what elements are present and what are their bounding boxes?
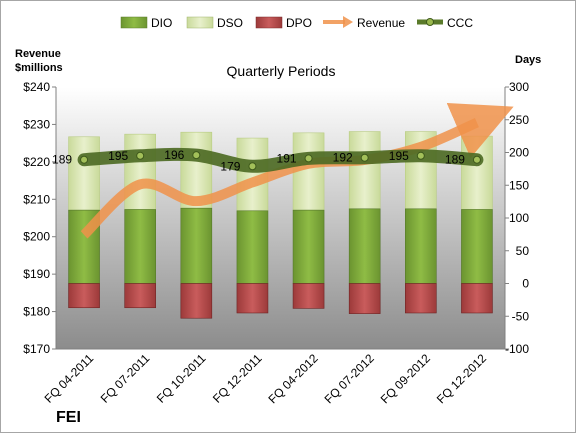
bar-dio xyxy=(236,210,269,284)
revenue-line xyxy=(80,102,514,239)
x-tick-label: FQ 04-2012 xyxy=(265,351,320,406)
bar-dpo xyxy=(180,283,213,319)
ccc-series: 189 195 196 179 191 192 195 189 xyxy=(52,147,484,173)
ccc-point xyxy=(136,151,145,160)
x-tick-label: FQ 04-2011 xyxy=(42,351,97,406)
right-tick-label: 100 xyxy=(509,211,529,225)
left-tick-label: $170 xyxy=(23,342,50,356)
ccc-data-label: 179 xyxy=(220,159,240,173)
right-tick-label: -100 xyxy=(505,342,529,356)
bar-dio xyxy=(405,208,437,284)
revenue-series xyxy=(80,102,514,239)
left-tick-label: $220 xyxy=(23,155,50,169)
x-tick-label: FQ 12-2011 xyxy=(210,351,265,406)
bar-dpo xyxy=(124,283,156,309)
x-tick-label: FQ 09-2012 xyxy=(378,351,433,406)
bar-dso xyxy=(348,131,381,210)
bars-group xyxy=(68,131,493,319)
ccc-data-label: 195 xyxy=(389,149,409,163)
left-tick-label: $190 xyxy=(23,267,50,281)
bar-dio xyxy=(180,207,213,284)
legend-label-dso: DSO xyxy=(217,16,243,30)
bar-dio xyxy=(348,208,381,284)
ccc-data-label: 189 xyxy=(445,153,465,167)
bar-dpo xyxy=(461,283,493,314)
ccc-point xyxy=(360,153,369,162)
bar-dpo xyxy=(292,283,325,309)
legend-swatch-dpo xyxy=(255,16,283,29)
legend-marker-ccc xyxy=(426,18,434,26)
x-axis-labels: FQ 04-2011 FQ 07-2011 FQ 10-2011 FQ 12-2011… xyxy=(42,351,490,406)
y-left-title-line2: $millions xyxy=(15,62,63,74)
right-tick-label: 200 xyxy=(509,146,529,160)
ccc-point xyxy=(304,154,313,163)
legend: DIO DSO DPO Revenue CCC xyxy=(120,16,473,30)
ccc-point xyxy=(192,151,201,160)
legend-label-ccc: CCC xyxy=(447,16,473,30)
legend-arrow-revenue xyxy=(343,16,353,28)
left-axis-ticks: $170 $180 $190 $200 $210 $220 $230 $240 xyxy=(23,80,57,356)
bar-dso xyxy=(461,135,493,210)
legend-swatch-dso xyxy=(186,16,214,29)
y-right-title: Days xyxy=(515,54,541,66)
right-axis-ticks: -100 -50 0 50 100 150 200 250 300 xyxy=(56,80,529,356)
bar-dpo xyxy=(405,283,437,314)
plot-area xyxy=(56,87,505,349)
right-tick-label: 150 xyxy=(509,178,529,192)
company-name: FEI xyxy=(56,409,81,426)
left-tick-label: $210 xyxy=(23,192,50,206)
bar-dso xyxy=(68,136,100,211)
x-tick-label: FQ 07-2012 xyxy=(322,351,377,406)
bar-dio xyxy=(124,209,156,284)
bar-dpo xyxy=(236,283,269,314)
ccc-data-label: 196 xyxy=(164,148,184,162)
bar-dpo xyxy=(348,283,381,314)
y-left-title-line1: Revenue xyxy=(15,48,61,60)
x-tick-label: FQ 10-2011 xyxy=(154,351,209,406)
ccc-point xyxy=(80,155,89,164)
right-tick-label: -50 xyxy=(512,309,530,323)
left-tick-label: $200 xyxy=(23,230,50,244)
bar-dso xyxy=(124,133,156,210)
ccc-point xyxy=(248,162,257,171)
ccc-data-label: 195 xyxy=(108,149,128,163)
right-tick-label: 0 xyxy=(522,277,529,291)
ccc-data-label: 189 xyxy=(52,153,72,167)
right-tick-label: 250 xyxy=(509,113,529,127)
left-tick-label: $240 xyxy=(23,80,50,94)
left-tick-label: $230 xyxy=(23,117,50,131)
x-tick-label: FQ 12-2012 xyxy=(434,351,489,406)
right-tick-label: 300 xyxy=(509,80,529,94)
chart-title: Quarterly Periods xyxy=(227,63,336,79)
legend-label-dpo: DPO xyxy=(286,16,312,30)
right-tick-label: 50 xyxy=(516,244,530,258)
x-tick-label: FQ 07-2011 xyxy=(98,351,153,406)
bar-dpo xyxy=(68,283,100,309)
ccc-point xyxy=(472,155,481,164)
ccc-line xyxy=(77,147,484,173)
legend-label-dio: DIO xyxy=(151,16,172,30)
ccc-data-label: 191 xyxy=(277,151,297,165)
bar-dio xyxy=(461,209,493,284)
legend-label-revenue: Revenue xyxy=(357,16,405,30)
ccc-point xyxy=(416,151,425,160)
ccc-data-label: 192 xyxy=(333,151,353,165)
left-tick-label: $180 xyxy=(23,305,50,319)
legend-swatch-dio xyxy=(120,16,148,29)
bar-dio xyxy=(292,209,325,284)
